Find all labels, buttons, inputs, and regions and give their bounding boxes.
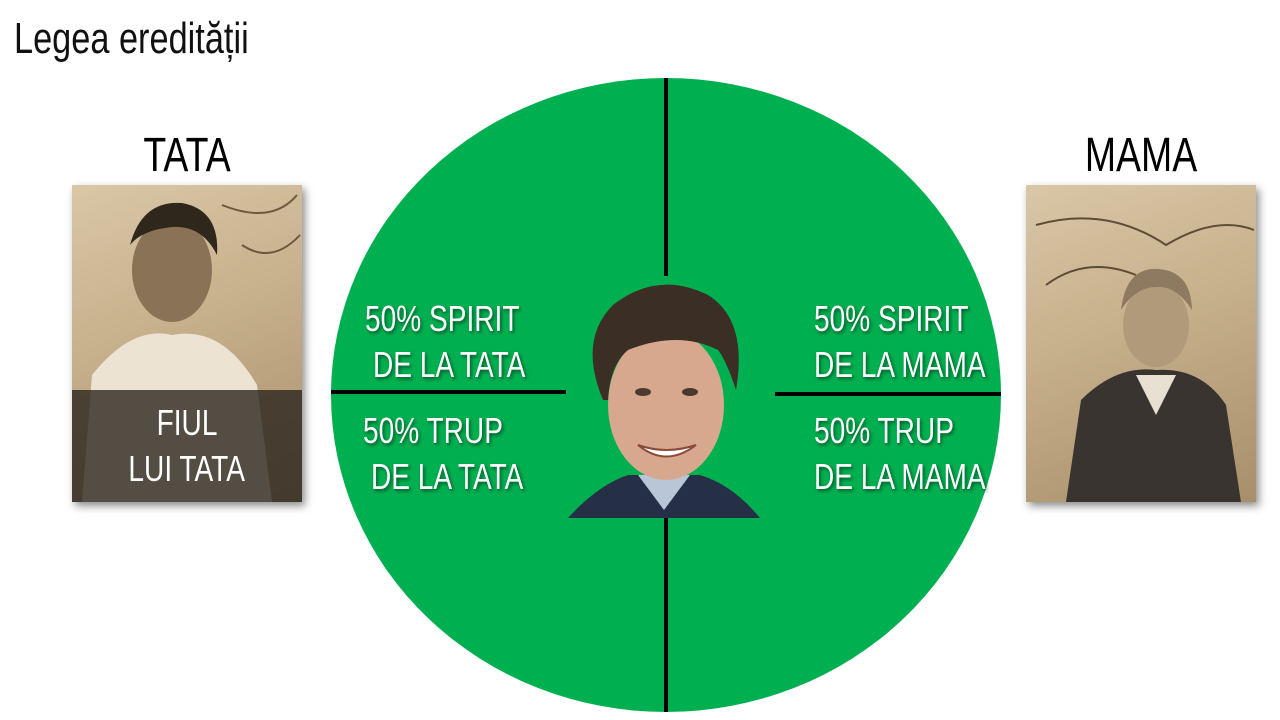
father-caption: FIUL LUI TATA <box>72 390 302 502</box>
quadrant-body-mother: 50% TRUP DE LA MAMA <box>814 410 986 497</box>
mother-label: MAMA <box>1084 129 1198 182</box>
quadrant-spirit-father: 50% SPIRIT DE LA TATA <box>365 298 526 385</box>
father-label: TATA <box>143 129 231 182</box>
father-photo: FIUL LUI TATA <box>72 185 302 502</box>
divider-top <box>664 78 668 276</box>
son-portrait <box>568 284 760 518</box>
slide-title: Legea eredității <box>14 14 249 63</box>
mother-portrait-illustration <box>1035 217 1255 502</box>
mother-photo <box>1026 185 1256 502</box>
divider-right <box>775 392 1001 396</box>
divider-left <box>331 390 566 394</box>
quadrant-body-father: 50% TRUP DE LA TATA <box>363 410 524 497</box>
quadrant-spirit-mother: 50% SPIRIT DE LA MAMA <box>814 298 986 385</box>
divider-bottom <box>664 517 668 712</box>
